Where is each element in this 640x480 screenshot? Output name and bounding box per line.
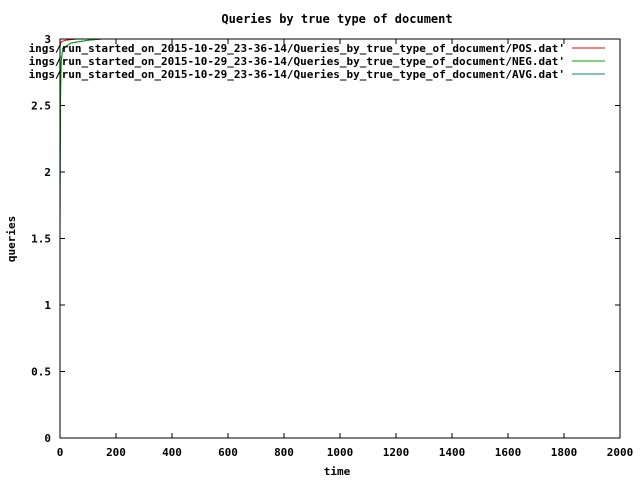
- x-tick-label: 1400: [439, 446, 466, 459]
- y-tick-label: 1: [44, 299, 51, 312]
- x-tick-label: 800: [274, 446, 294, 459]
- y-axis: 0 0.5 1 1.5 2 2.5 3: [31, 33, 620, 445]
- legend-label: ings/run_started_on_2015-10-29_23-36-14/…: [29, 55, 565, 68]
- x-axis-label: time: [324, 465, 351, 478]
- y-tick-label: 1.5: [31, 233, 51, 246]
- x-tick-label: 1000: [327, 446, 354, 459]
- x-tick-label: 600: [218, 446, 238, 459]
- x-tick-label: 1800: [551, 446, 578, 459]
- x-tick-label: 1200: [383, 446, 410, 459]
- x-tick-label: 0: [57, 446, 64, 459]
- y-tick-label: 3: [44, 33, 51, 46]
- legend-label: ings/run_started_on_2015-10-29_23-36-14/…: [29, 68, 565, 81]
- chart-title: Queries by true type of document: [221, 12, 452, 26]
- x-tick-label: 2000: [607, 446, 634, 459]
- y-tick-label: 2: [44, 166, 51, 179]
- y-axis-label: queries: [5, 216, 18, 262]
- x-tick-label: 400: [162, 446, 182, 459]
- x-tick-label: 1600: [495, 446, 522, 459]
- y-tick-label: 2.5: [31, 100, 51, 113]
- plot-frame: [59, 38, 621, 439]
- y-tick-label: 0.5: [31, 366, 51, 379]
- x-tick-label: 200: [106, 446, 126, 459]
- y-tick-label: 0: [44, 432, 51, 445]
- legend: ings/run_started_on_2015-10-29_23-36-14/…: [29, 42, 605, 81]
- x-axis: 0 200 400 600 800 1000 1200 1400 1600 1800 2000: [57, 39, 634, 459]
- legend-label: ings/run_started_on_2015-10-29_23-36-14/…: [29, 42, 565, 55]
